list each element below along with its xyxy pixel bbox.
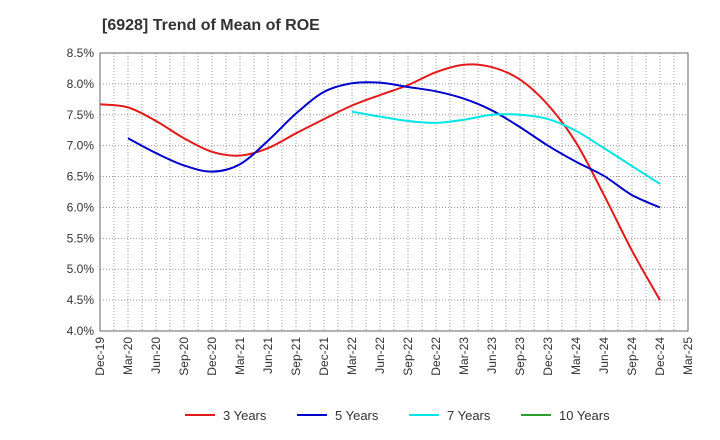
x-tick-label: Dec-20: [205, 337, 219, 376]
x-tick-label: Mar-25: [681, 337, 695, 375]
x-tick-label: Jun-22: [373, 337, 387, 374]
legend-label-3-years: 3 Years: [223, 408, 267, 423]
x-axis: Dec-19 Mar-20 Jun-20 Sep-20 Dec-20 Mar-21 Jun-…: [93, 337, 695, 376]
x-tick-label: Mar-23: [457, 337, 471, 375]
x-tick-label: Sep-22: [401, 337, 415, 376]
x-tick-label: Mar-24: [569, 337, 583, 375]
grid: [100, 53, 688, 331]
y-tick-label: 7.5%: [67, 108, 95, 122]
series-line-3-years: [99, 63, 661, 301]
x-tick-label: Mar-20: [121, 337, 135, 375]
x-tick-label: Sep-21: [289, 337, 303, 376]
y-tick-label: 6.0%: [67, 200, 95, 214]
x-tick-label: Jun-24: [597, 337, 611, 374]
y-tick-label: 8.0%: [67, 77, 95, 91]
x-tick-label: Sep-24: [625, 337, 639, 376]
x-tick-label: Mar-21: [233, 337, 247, 375]
chart-title: [6928] Trend of Mean of ROE: [102, 17, 320, 34]
y-tick-label: 6.5%: [67, 170, 95, 184]
legend-label-10-years: 10 Years: [559, 408, 610, 423]
series-line-7-years: [351, 110, 661, 185]
plot-border: [99, 52, 689, 332]
legend-label-5-years: 5 Years: [335, 408, 379, 423]
x-tick-label: Dec-23: [541, 337, 555, 376]
x-tick-label: Dec-21: [317, 337, 331, 376]
x-tick-label: Dec-24: [653, 337, 667, 376]
y-tick-label: 4.5%: [67, 293, 95, 307]
series-line-5-years: [127, 81, 661, 209]
x-tick-label: Jun-21: [261, 337, 275, 374]
x-tick-label: Dec-22: [429, 337, 443, 376]
y-tick-label: 8.5%: [67, 46, 95, 60]
y-tick-label: 7.0%: [67, 139, 95, 153]
x-tick-label: Jun-20: [149, 337, 163, 374]
y-axis: 8.5% 8.0% 7.5% 7.0% 6.5% 6.0% 5.5% 5.0% 4.5% 4.0%: [67, 46, 95, 338]
x-tick-label: Jun-23: [485, 337, 499, 374]
x-tick-label: Dec-19: [93, 337, 107, 376]
legend: 3 Years 5 Years 7 Years 10 Years: [185, 408, 610, 423]
x-tick-label: Sep-20: [177, 337, 191, 376]
y-tick-label: 5.5%: [67, 231, 95, 245]
series-lines: [99, 63, 661, 301]
x-tick-label: Sep-23: [513, 337, 527, 376]
x-tick-label: Mar-22: [345, 337, 359, 375]
y-tick-label: 5.0%: [67, 262, 95, 276]
legend-label-7-years: 7 Years: [447, 408, 491, 423]
y-tick-label: 4.0%: [67, 324, 95, 338]
